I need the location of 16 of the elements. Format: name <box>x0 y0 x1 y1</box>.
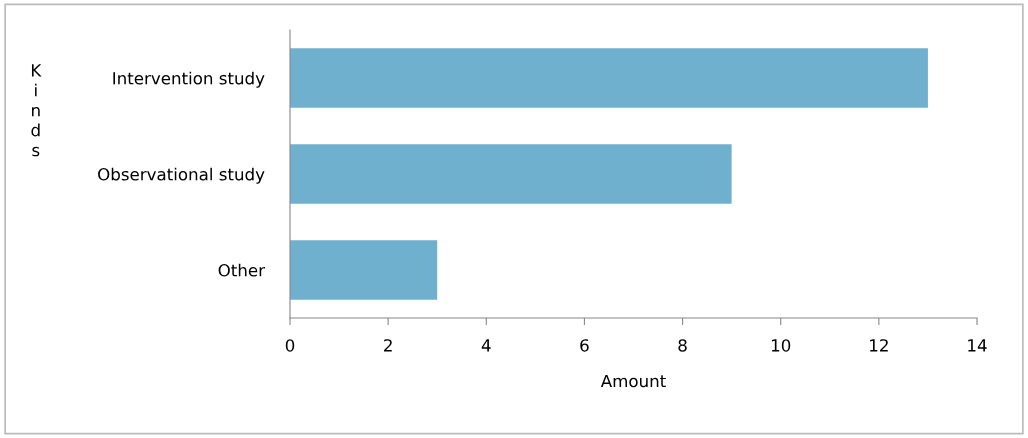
x-axis-title: Amount <box>600 374 666 388</box>
y-axis-title: Kinds <box>31 64 42 157</box>
bar <box>290 48 928 108</box>
y-tick-label: Other <box>218 263 265 277</box>
x-tick-label: 14 <box>968 339 987 352</box>
x-tick-label: 4 <box>481 339 491 352</box>
x-tick-label: 0 <box>285 339 295 352</box>
x-tick-label: 10 <box>771 339 791 352</box>
bar <box>290 240 438 300</box>
y-tick-label: Intervention study <box>113 71 265 88</box>
x-tick-label: 6 <box>580 339 589 352</box>
x-tick-label: 2 <box>384 339 392 352</box>
x-tick-label: 8 <box>678 339 687 352</box>
y-tick-label: Observational study <box>98 167 265 184</box>
bar <box>290 144 732 204</box>
x-tick-label: 12 <box>870 339 888 352</box>
